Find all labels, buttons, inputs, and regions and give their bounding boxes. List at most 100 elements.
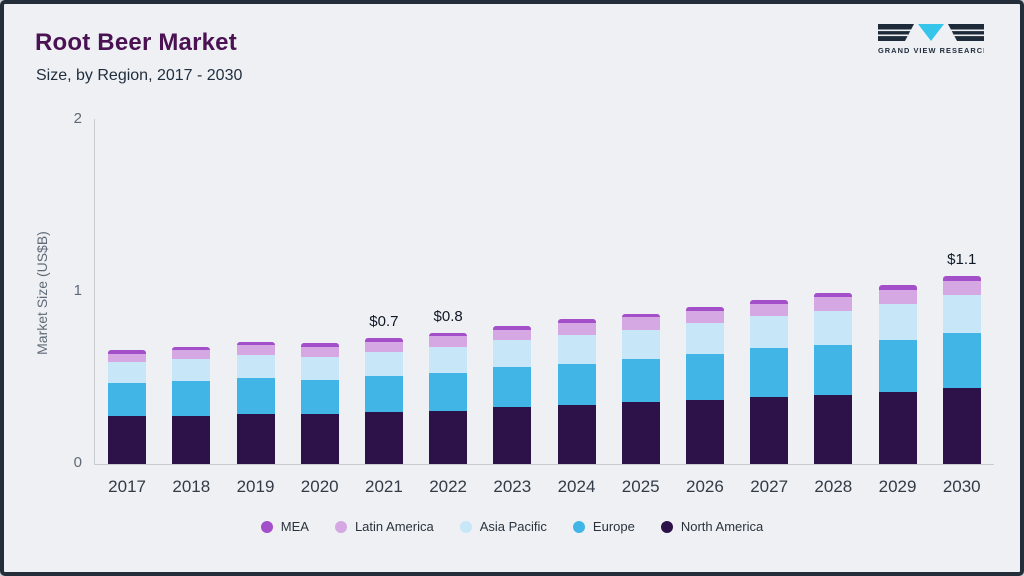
x-tick-label-2021: 2021: [364, 477, 403, 496]
bar-segment-europe: [172, 381, 211, 416]
bar-segment-asia-pacific: [814, 310, 853, 345]
bar-segment-mea: [814, 293, 853, 297]
bar-segment-asia-pacific: [685, 322, 724, 354]
legend-item-north-america: North America: [660, 519, 764, 534]
bar-segment-mea: [429, 332, 468, 337]
bar-segment-mea: [172, 346, 211, 351]
legend-item-asia-pacific: Asia Pacific: [459, 519, 547, 534]
y-tick-0: 0: [73, 454, 82, 471]
bar-segment-europe: [942, 332, 981, 389]
bar-segment-europe: [621, 358, 660, 402]
x-tick-label-2018: 2018: [172, 477, 211, 496]
logo-right-shape: [948, 24, 984, 41]
bar-segment-europe: [236, 377, 275, 414]
bar-segment-europe: [878, 339, 917, 392]
x-tick-label-2017: 2017: [108, 477, 146, 496]
x-tick-label-2029: 2029: [878, 477, 917, 496]
bar-2020: 2020: [300, 119, 339, 496]
bar-segment-mea: [685, 307, 724, 311]
bar-segment-latin-america: [429, 336, 468, 347]
bar-segment-north-america: [685, 400, 724, 464]
bar-segment-latin-america: [236, 345, 275, 356]
bar-segment-asia-pacific: [364, 351, 403, 377]
x-tick-label-2028: 2028: [814, 477, 853, 496]
x-tick-label-2023: 2023: [493, 477, 532, 496]
bar-segment-mea: [878, 284, 917, 290]
bar-segment-latin-america: [621, 317, 660, 330]
legend: MEA Latin America Asia Pacific Europe North …: [4, 519, 1020, 534]
bar-segment-europe: [429, 372, 468, 411]
bar-segment-europe: [750, 348, 789, 397]
bar-segment-asia-pacific: [300, 357, 339, 380]
y-axis-label: Market Size (US$B): [34, 231, 50, 355]
value-annotation-2021: $0.7: [369, 313, 399, 330]
logo-brand-text: GRAND VIEW RESEARCH: [878, 46, 984, 55]
bar-2019: 2019: [236, 119, 275, 496]
bar-segment-mea: [108, 350, 147, 354]
x-tick-label-2022: 2022: [429, 477, 468, 496]
legend-item-mea: MEA: [260, 519, 309, 534]
bar-segment-latin-america: [364, 341, 403, 352]
bar-segment-north-america: [750, 396, 789, 464]
legend-label-europe: Europe: [592, 519, 635, 534]
bar-2021: 2021 $0.7: [364, 119, 403, 496]
plot-area: 2017 2018 2019 2020 2021 $0.7 2022 $0.8 2023 2024…: [94, 119, 994, 496]
bar-segment-latin-america: [300, 346, 339, 358]
bar-segment-north-america: [493, 407, 532, 464]
bar-segment-europe: [108, 382, 147, 416]
bar-segment-north-america: [942, 388, 981, 464]
value-annotation-2030: $1.1: [947, 251, 977, 268]
bar-segment-asia-pacific: [493, 339, 532, 368]
bar-segment-europe: [300, 379, 339, 414]
bar-segment-latin-america: [750, 303, 789, 316]
bar-segment-north-america: [108, 415, 147, 464]
bar-segment-asia-pacific: [557, 334, 596, 364]
bar-2029: 2029: [878, 119, 917, 496]
bar-segment-latin-america: [172, 350, 211, 359]
bar-segment-asia-pacific: [878, 303, 917, 340]
bar-segment-north-america: [814, 395, 853, 464]
bar-segment-north-america: [557, 405, 596, 464]
legend-dot-asia-pacific: [459, 520, 472, 533]
y-tick-2: 2: [73, 110, 82, 127]
bar-segment-asia-pacific: [108, 362, 147, 383]
bar-segment-north-america: [236, 414, 275, 464]
y-tick-1: 1: [73, 282, 82, 299]
bar-segment-mea: [942, 275, 981, 282]
bar-segment-europe: [685, 353, 724, 401]
bar-segment-europe: [814, 345, 853, 395]
legend-item-latin-america: Latin America: [334, 519, 434, 534]
bar-segment-asia-pacific: [621, 329, 660, 359]
x-tick-label-2020: 2020: [300, 477, 339, 496]
bar-segment-mea: [557, 319, 596, 323]
legend-item-europe: Europe: [572, 519, 635, 534]
x-tick-label-2030: 2030: [942, 477, 981, 496]
bar-2026: 2026: [685, 119, 724, 496]
bar-segment-europe: [493, 367, 532, 408]
bar-segment-latin-america: [878, 289, 917, 304]
bar-2030: 2030 $1.1: [942, 119, 981, 496]
bar-segment-north-america: [364, 412, 403, 464]
bar-segment-mea: [493, 326, 532, 330]
bar-segment-europe: [557, 363, 596, 406]
x-tick-label-2026: 2026: [686, 477, 724, 496]
bar-2028: 2028: [814, 119, 853, 496]
legend-dot-north-america: [660, 520, 673, 533]
bar-2017: 2017: [108, 119, 147, 496]
grand-view-research-logo: GRAND VIEW RESEARCH: [878, 24, 984, 55]
bar-segment-north-america: [300, 414, 339, 464]
legend-label-asia-pacific: Asia Pacific: [479, 519, 547, 534]
x-tick-label-2019: 2019: [236, 477, 275, 496]
bar-segment-mea: [750, 300, 789, 304]
bar-segment-mea: [364, 338, 403, 342]
legend-label-north-america: North America: [680, 519, 764, 534]
bar-2024: 2024: [557, 119, 596, 496]
bar-segment-asia-pacific: [429, 346, 468, 373]
page-subtitle: Size, by Region, 2017 - 2030: [36, 67, 243, 84]
bar-segment-europe: [364, 376, 403, 413]
bar-2023: 2023: [493, 119, 532, 496]
logo-left-shape: [878, 24, 914, 41]
x-tick-label-2027: 2027: [750, 477, 789, 496]
x-tick-label-2025: 2025: [621, 477, 660, 496]
bar-segment-latin-america: [942, 281, 981, 295]
